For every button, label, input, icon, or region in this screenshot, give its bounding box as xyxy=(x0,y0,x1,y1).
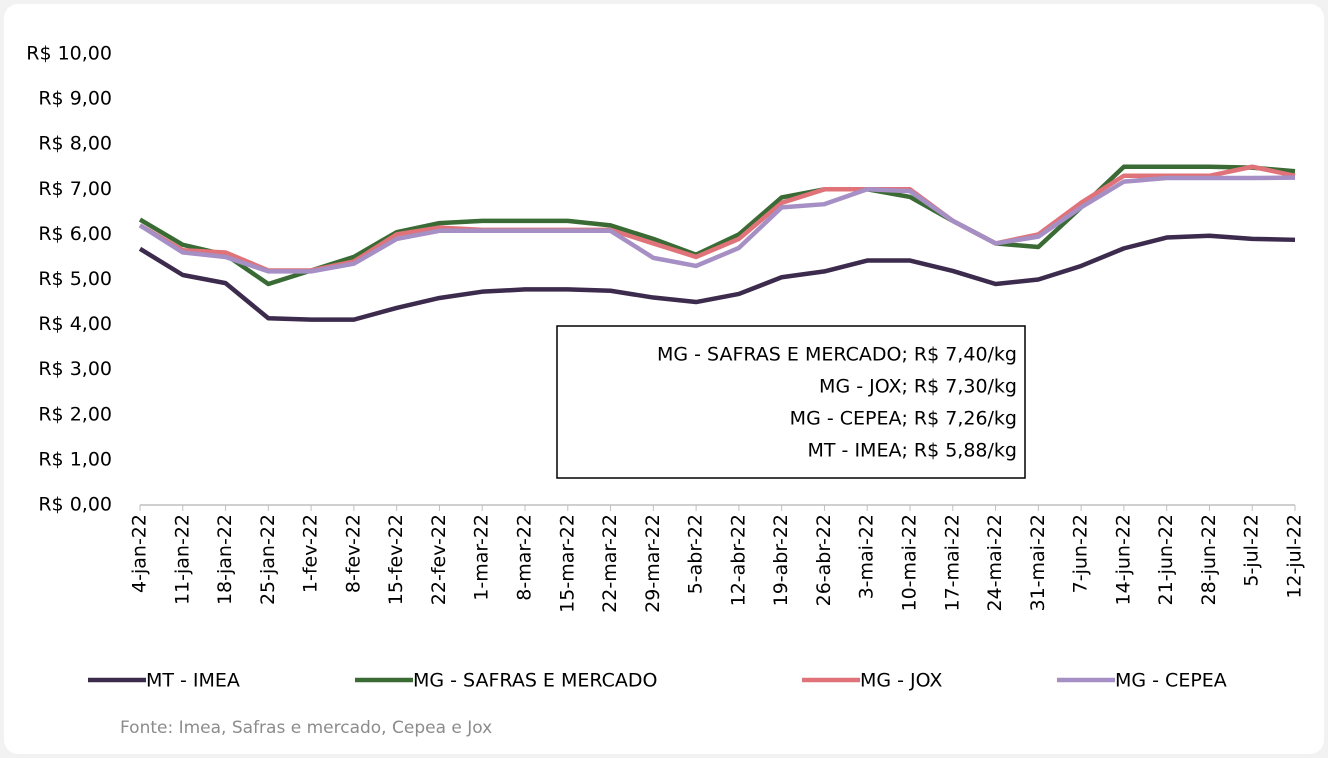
x-tick-label: 28-jun-22 xyxy=(1198,514,1220,605)
x-tick-label: 15-fev-22 xyxy=(385,514,407,605)
x-tick-label: 15-mar-22 xyxy=(556,514,578,613)
x-tick-label: 22-mar-22 xyxy=(599,514,621,613)
x-tick-label: 5-abr-22 xyxy=(685,514,707,594)
y-tick-label: R$ 7,00 xyxy=(38,178,112,200)
y-tick-label: R$ 8,00 xyxy=(38,133,112,155)
y-tick-label: R$ 2,00 xyxy=(38,403,112,425)
y-tick-label: R$ 10,00 xyxy=(26,43,112,65)
x-tick-label: 8-mar-22 xyxy=(514,514,536,601)
x-tick-label: 24-mai-22 xyxy=(984,514,1006,612)
x-tick-label: 25-jan-22 xyxy=(257,514,279,605)
annotation-box xyxy=(556,325,1026,479)
x-tick-label: 18-jan-22 xyxy=(214,514,236,605)
y-tick-label: R$ 6,00 xyxy=(38,223,112,245)
x-tick-label: 11-jan-22 xyxy=(171,514,193,605)
y-tick-label: R$ 1,00 xyxy=(38,448,112,470)
x-tick-label: 10-mai-22 xyxy=(899,514,921,612)
x-tick-label: 19-abr-22 xyxy=(770,514,792,606)
x-tick-label: 8-fev-22 xyxy=(342,514,364,593)
x-tick-label: 1-mar-22 xyxy=(471,514,493,601)
source: Fonte: Imea, Safras e mercado, Cepea e J… xyxy=(120,718,492,738)
x-tick-label: 7-jun-22 xyxy=(1070,514,1092,593)
y-tick-label: R$ 0,00 xyxy=(38,494,112,516)
x-tick-label: 5-jul-22 xyxy=(1241,514,1263,587)
x-tick-label: 17-mai-22 xyxy=(941,514,963,612)
x-tick-label: 26-abr-22 xyxy=(813,514,835,606)
annotation: MT - IMEA; R$ 5,88/kg xyxy=(808,440,1017,462)
series-line xyxy=(138,233,1296,322)
legend-label: MG - JOX xyxy=(860,670,942,692)
series-line xyxy=(138,175,1296,274)
annotation: MG - CEPEA; R$ 7,26/kg xyxy=(790,408,1017,430)
x-tick-label: 4-jan-22 xyxy=(129,514,151,593)
annotation: MG - JOX; R$ 7,30/kg xyxy=(819,376,1017,398)
x-tick-label: 1-fev-22 xyxy=(300,514,322,593)
annotation: MG - SAFRAS E MERCADO; R$ 7,40/kg xyxy=(657,344,1017,366)
x-tick-label: 22-fev-22 xyxy=(428,514,450,605)
x-tick-label: 3-mai-22 xyxy=(856,514,878,599)
x-tick-label: 14-jun-22 xyxy=(1112,514,1134,605)
legend-label: MG - SAFRAS E MERCADO xyxy=(413,670,657,692)
legend-label: MG - CEPEA xyxy=(1115,670,1227,692)
x-tick-label: 12-abr-22 xyxy=(727,514,749,606)
x-tick-label: 31-mai-22 xyxy=(1027,514,1049,612)
y-tick-label: R$ 3,00 xyxy=(38,358,112,380)
y-tick-label: R$ 5,00 xyxy=(38,268,112,290)
x-tick-label: 21-jun-22 xyxy=(1155,514,1177,605)
legend-label: MT - IMEA xyxy=(146,670,240,692)
y-tick-label: R$ 9,00 xyxy=(38,88,112,110)
x-tick-label: 29-mar-22 xyxy=(642,514,664,613)
x-tick-label: 12-jul-22 xyxy=(1284,514,1306,599)
y-tick-label: R$ 4,00 xyxy=(38,313,112,335)
